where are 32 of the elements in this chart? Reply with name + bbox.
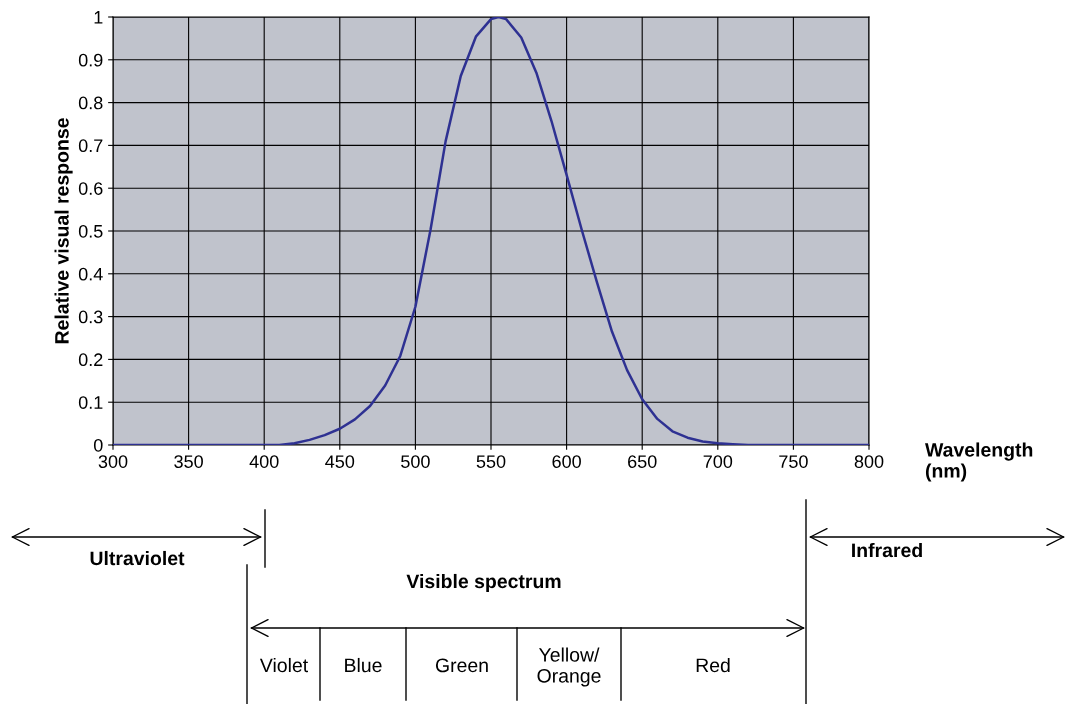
x-tick-label: 300 [98, 455, 128, 468]
text: Violet [259, 657, 309, 673]
text: Green [435, 658, 488, 673]
text: Infrared [852, 542, 922, 558]
x-tick-label: 600 [552, 455, 581, 468]
x-tick-label: 350 [174, 455, 203, 468]
y-axis-title: Relative visual response [54, 118, 73, 344]
x-tick-label: 450 [325, 455, 355, 468]
x-tick-label: 550 [476, 455, 506, 468]
y-tick-label: 0.6 [78, 182, 103, 195]
y-tick-label: 0.8 [78, 96, 103, 110]
y-tick-label: 0 [93, 438, 103, 452]
y-tick-label: 0.5 [78, 224, 103, 238]
x-tick-label: 750 [779, 455, 808, 468]
text: Yellow/ Orange [537, 647, 601, 687]
text: Visible spectrum [406, 573, 561, 593]
text: Red [696, 657, 730, 673]
x-tick-label: 800 [854, 455, 884, 468]
y-tick-label: 0.1 [78, 396, 103, 409]
y-tick-label: 1 [94, 11, 103, 24]
x-tick-label: 650 [628, 455, 657, 468]
x-tick-label: 500 [401, 455, 430, 468]
x-axis-title: Wavelength (nm) [925, 442, 1033, 482]
y-tick-label: 0.9 [78, 53, 103, 67]
x-tick-label: 700 [703, 455, 733, 468]
text: Blue [345, 657, 382, 673]
y-tick-label: 0.4 [78, 267, 103, 281]
y-tick-label: 0.3 [78, 310, 103, 324]
y-tick-label: 0.2 [78, 353, 103, 367]
text: Ultraviolet [90, 550, 185, 566]
y-tick-label: 0.7 [78, 139, 103, 153]
x-tick-label: 400 [249, 455, 279, 468]
